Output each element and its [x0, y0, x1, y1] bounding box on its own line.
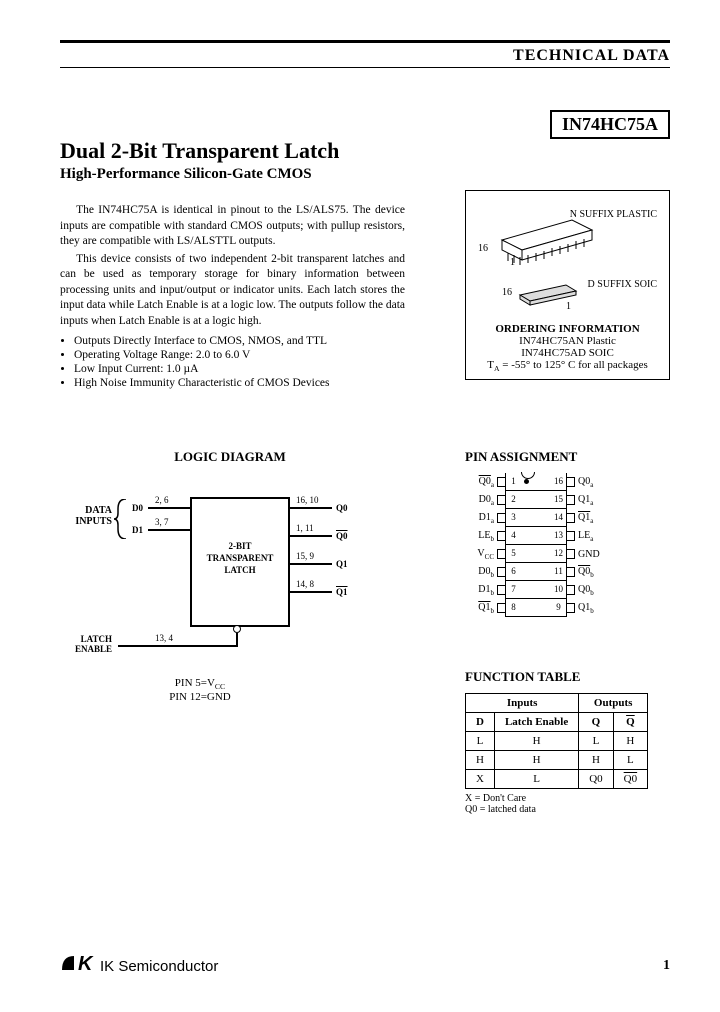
wire [290, 563, 332, 565]
q1b-label: Q1 [336, 587, 348, 597]
description: The IN74HC75A is identical in pinout to … [60, 203, 405, 329]
wire [290, 591, 332, 593]
page-number: 1 [663, 958, 670, 974]
logo-mark-icon: K [60, 950, 94, 982]
logic-diagram: DATAINPUTS D0 2, 6 D1 3, 7 2-BIT TRANSPA… [60, 477, 380, 697]
wire [236, 633, 238, 647]
th-q: Q [579, 713, 613, 732]
function-table: Inputs Outputs D Latch Enable Q Q LHLH H… [465, 693, 648, 789]
latch-box: 2-BIT TRANSPARENT LATCH [190, 497, 290, 627]
soic-label: D SUFFIX SOIC [588, 279, 657, 290]
soic-package-icon [514, 279, 584, 314]
function-table-title: FUNCTION TABLE [465, 669, 685, 685]
soic-pin16: 16 [502, 287, 512, 298]
inverter-bubble-icon [233, 625, 241, 633]
pin-chip-diagram: Q0a116Q0a D0a215Q1a D1a314Q1a LEb413LEa … [465, 473, 625, 617]
d1-pins: 3, 7 [155, 517, 169, 527]
ordering-temp: TA = -55° to 125° C for all packages [474, 359, 661, 373]
wire [148, 529, 190, 531]
q1-pins: 15, 9 [296, 551, 314, 561]
page-subtitle: High-Performance Silicon-Gate CMOS [60, 166, 670, 183]
function-table-section: FUNCTION TABLE Inputs Outputs D Latch En… [465, 669, 685, 815]
wire [118, 645, 236, 647]
wire [148, 507, 190, 509]
q0-pins: 16, 10 [296, 495, 319, 505]
th-inputs: Inputs [466, 694, 579, 713]
q0b-label: Q0 [336, 531, 348, 541]
header-label: TECHNICAL DATA [60, 47, 670, 65]
package-illustration: N SUFFIX PLASTIC 16 1 D SUFFIX SOIC 16 1 [474, 199, 661, 319]
table-row: XLQ0Q0 [466, 770, 648, 789]
under-rule [60, 67, 670, 68]
soic-pin1: 1 [566, 301, 571, 312]
dip-label: N SUFFIX PLASTIC [570, 209, 657, 220]
top-rule [60, 40, 670, 43]
d0-pins: 2, 6 [155, 495, 169, 505]
pin-assignment-section: PIN ASSIGNMENT Q0a116Q0a D0a215Q1a D1a31… [465, 449, 665, 617]
ordering-title: ORDERING INFORMATION [474, 323, 661, 335]
wire [290, 535, 332, 537]
th-le: Latch Enable [494, 713, 578, 732]
d1-label: D1 [132, 525, 143, 535]
svg-text:K: K [78, 953, 94, 975]
mid-section: LOGIC DIAGRAM DATAINPUTS D0 2, 6 D1 3, 7… [60, 449, 670, 809]
th-d: D [466, 713, 495, 732]
footer-logo: K IK Semiconductor [60, 950, 218, 982]
q1-label: Q1 [336, 559, 348, 569]
pin1-dot-icon [524, 479, 529, 484]
q1b-pins: 14, 8 [296, 579, 314, 589]
th-qb: Q [613, 713, 647, 732]
desc-p2: This device consists of two independent … [60, 252, 405, 330]
desc-p1: The IN74HC75A is identical in pinout to … [60, 203, 405, 250]
brand-name: IK Semiconductor [100, 958, 218, 975]
q0b-pins: 1, 11 [296, 523, 314, 533]
latch-enable-label: LATCHENABLE [68, 635, 112, 655]
dip-pin1: 1 [510, 257, 515, 268]
page-title: Dual 2-Bit Transparent Latch [60, 138, 670, 164]
ordering-box: N SUFFIX PLASTIC 16 1 D SUFFIX SOIC 16 1… [465, 190, 670, 380]
pin-assignment-title: PIN ASSIGNMENT [465, 449, 665, 465]
q0-label: Q0 [336, 503, 348, 513]
footer: K IK Semiconductor 1 [60, 950, 670, 982]
wire [290, 507, 332, 509]
d0-label: D0 [132, 503, 143, 513]
data-inputs-label: DATAINPUTS [68, 505, 112, 527]
logic-title: LOGIC DIAGRAM [80, 449, 380, 465]
le-pins: 13, 4 [155, 633, 173, 643]
ordering-line2: IN74HC75AD SOIC [474, 347, 661, 359]
dip-pin16: 16 [478, 243, 488, 254]
brace-icon [114, 499, 128, 539]
function-notes: X = Don't Care Q0 = latched data [465, 793, 685, 815]
table-row: HHHL [466, 751, 648, 770]
ordering-line1: IN74HC75AN Plastic [474, 335, 661, 347]
table-row: LHLH [466, 732, 648, 751]
part-number-box: IN74HC75A [550, 110, 670, 139]
th-outputs: Outputs [579, 694, 648, 713]
